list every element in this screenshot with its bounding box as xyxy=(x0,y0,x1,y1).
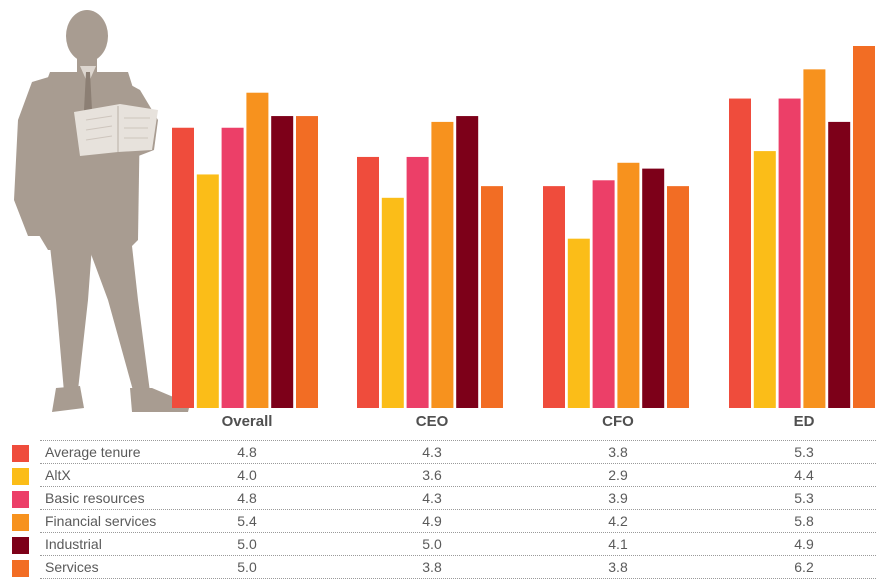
table-cell: 3.8 xyxy=(608,444,628,460)
legend-swatch xyxy=(12,560,29,577)
column-header-overall: Overall xyxy=(221,413,273,430)
table-row-financial-services: Financial services 5.4 4.9 4.2 5.8 xyxy=(0,510,879,533)
table-cell: 5.0 xyxy=(237,536,257,552)
bar-ed-financial-services xyxy=(803,69,826,409)
bar-overall-average-tenure xyxy=(172,127,194,408)
legend-label: Industrial xyxy=(45,536,102,552)
table-cell: 4.3 xyxy=(422,490,442,506)
table-row-average-tenure: Average tenure 4.8 4.3 3.8 5.3 xyxy=(0,441,879,464)
bar-overall-basic-resources xyxy=(221,127,244,408)
table-cell: 5.8 xyxy=(794,513,814,529)
table-divider xyxy=(40,532,876,533)
table-divider xyxy=(40,486,876,487)
table-cell: 4.8 xyxy=(237,490,257,506)
table-cell: 3.8 xyxy=(422,559,442,575)
table-cell: 5.0 xyxy=(237,559,257,575)
bar-cfo-services xyxy=(667,186,689,408)
bar-ed-industrial xyxy=(828,121,851,408)
legend-swatch xyxy=(12,445,29,462)
table-cell: 4.4 xyxy=(794,467,814,483)
table-cell: 2.9 xyxy=(608,467,628,483)
bar-overall-financial-services xyxy=(246,92,269,408)
table-cell: 5.3 xyxy=(794,444,814,460)
table-divider xyxy=(40,509,876,510)
bar-ceo-basic-resources xyxy=(406,156,429,408)
table-cell: 4.1 xyxy=(608,536,628,552)
legend-swatch xyxy=(12,537,29,554)
table-row-services: Services 5.0 3.8 3.8 6.2 xyxy=(0,556,879,579)
legend-label: Financial services xyxy=(45,513,157,529)
bar-ed-basic-resources xyxy=(778,98,801,408)
table-cell: 4.9 xyxy=(794,536,814,552)
table-cell: 4.8 xyxy=(237,444,257,460)
bar-ed-services xyxy=(853,46,875,408)
table-cell: 5.0 xyxy=(422,536,442,552)
table-divider xyxy=(40,555,876,556)
table-cell: 4.2 xyxy=(608,513,628,529)
bar-cfo-industrial xyxy=(642,168,665,408)
bar-ceo-financial-services xyxy=(431,121,454,408)
table-row-industrial: Industrial 5.0 5.0 4.1 4.9 xyxy=(0,533,879,556)
table-divider xyxy=(40,440,876,441)
table-cell: 6.2 xyxy=(794,559,814,575)
legend-label: Services xyxy=(45,559,99,575)
table-cell: 5.4 xyxy=(237,513,257,529)
bar-chart xyxy=(172,46,875,409)
bar-cfo-financial-services xyxy=(617,162,640,408)
table-cell: 4.3 xyxy=(422,444,442,460)
table-divider xyxy=(40,463,876,464)
table-cell: 4.0 xyxy=(237,467,257,483)
column-header-cfo: CFO xyxy=(602,413,634,430)
bar-overall-altx xyxy=(196,174,219,408)
legend-label: Basic resources xyxy=(45,490,145,506)
table-cell: 4.9 xyxy=(422,513,442,529)
bar-overall-industrial xyxy=(271,116,294,408)
businessman-silhouette-icon xyxy=(14,10,190,412)
bar-overall-services xyxy=(296,116,318,408)
column-header-ceo: CEO xyxy=(415,413,449,430)
legend-swatch xyxy=(12,468,29,485)
legend-label: AltX xyxy=(45,467,71,483)
legend-swatch xyxy=(12,514,29,531)
table-cell: 3.8 xyxy=(608,559,628,575)
bar-cfo-altx xyxy=(567,238,590,408)
legend-swatch xyxy=(12,491,29,508)
table-row-altx: AltX 4.0 3.6 2.9 4.4 xyxy=(0,464,879,487)
bar-ed-average-tenure xyxy=(729,98,751,408)
legend-label: Average tenure xyxy=(45,444,141,460)
bar-ceo-average-tenure xyxy=(357,156,379,408)
table-row-basic-resources: Basic resources 4.8 4.3 3.9 5.3 xyxy=(0,487,879,510)
table-cell: 3.6 xyxy=(422,467,442,483)
table-divider xyxy=(40,578,876,579)
bar-cfo-basic-resources xyxy=(592,180,615,408)
table-cell: 5.3 xyxy=(794,490,814,506)
table-cell: 3.9 xyxy=(608,490,628,506)
column-header-ed: ED xyxy=(793,413,815,430)
bar-ceo-altx xyxy=(381,197,404,408)
bar-cfo-average-tenure xyxy=(543,186,565,408)
bar-ed-altx xyxy=(753,151,776,408)
bar-ceo-services xyxy=(481,186,503,408)
bar-ceo-industrial xyxy=(456,116,479,408)
